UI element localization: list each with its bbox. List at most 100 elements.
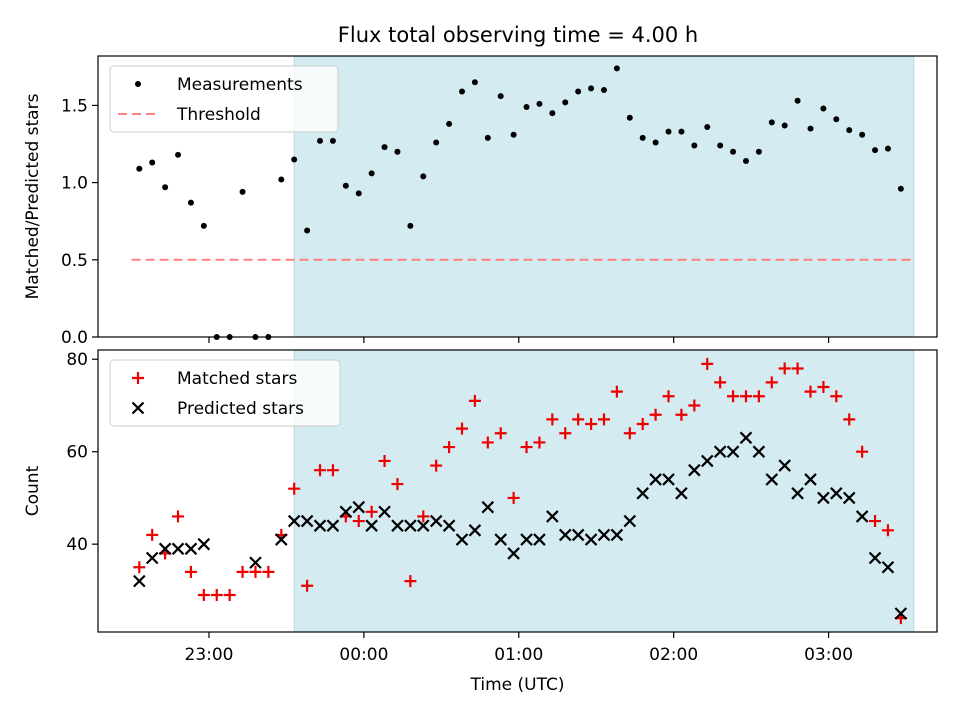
matched-star-point	[507, 491, 520, 504]
measurement-point	[897, 185, 904, 192]
x-tick-label: 01:00	[494, 645, 543, 665]
predicted-star-point	[584, 533, 598, 546]
legend-label: Threshold	[176, 105, 261, 125]
matched-star-point	[146, 528, 159, 541]
predicted-star-point	[429, 514, 443, 528]
predicted-star-point	[688, 463, 701, 477]
matched-star-point	[572, 413, 585, 426]
predicted-star-point	[778, 459, 791, 472]
matched-star-point	[314, 464, 327, 477]
matched-star-point	[288, 482, 301, 495]
matched-star-point	[326, 464, 339, 477]
measurement-point	[884, 145, 891, 152]
measurement-point	[613, 65, 620, 72]
matched-star-point	[778, 362, 791, 375]
measurement-point	[394, 148, 401, 155]
predicted-star-point	[249, 556, 262, 569]
matched-star-point	[869, 515, 882, 528]
matched-star-point	[391, 478, 404, 491]
predicted-star-point	[494, 533, 507, 546]
matched-star-point	[739, 390, 752, 403]
legend-box	[109, 359, 341, 427]
measurement-point	[458, 88, 465, 95]
matched-star-point	[765, 376, 778, 389]
predicted-star-point	[391, 519, 404, 532]
legend-marker-matched	[132, 372, 144, 384]
measurement-point	[149, 159, 156, 166]
predicted-star-point	[313, 519, 327, 532]
predicted-star-point	[352, 500, 366, 514]
observing-window	[293, 349, 915, 633]
measurement-point	[807, 125, 814, 132]
x-tick-label: 23:00	[185, 645, 234, 665]
matched-star-point	[752, 390, 765, 403]
ratio-panel: 0.0 0.5 1.0 1.5 Matched/Predicted stars Mea…	[23, 55, 938, 348]
legend-marker-predicted	[131, 401, 145, 415]
measurement-point	[652, 139, 659, 146]
count-x-ticks: 23:00 00:00 01:00 02:00 03:00	[185, 632, 853, 665]
ratio-panel-frame	[97, 55, 938, 338]
measurement-point	[768, 119, 775, 126]
matched-star-point	[727, 390, 740, 403]
predicted-star-point	[378, 505, 391, 519]
predicted-star-point	[507, 547, 520, 560]
predicted-star-point	[145, 551, 159, 565]
measurement-point	[717, 142, 724, 149]
predicted-star-point	[275, 533, 288, 546]
matched-star-point	[520, 441, 533, 454]
predicted-star-point	[287, 514, 301, 528]
matched-star-point	[430, 459, 443, 472]
measurement-point	[200, 222, 207, 229]
matched-star-point	[623, 427, 636, 440]
predicted-star-point	[868, 551, 882, 565]
measurement-point	[562, 99, 569, 106]
x-axis-label: Time (UTC)	[470, 675, 565, 695]
measurement-point	[859, 131, 866, 138]
observing-window-shade	[293, 55, 915, 338]
predicted-star-point	[765, 473, 779, 486]
matched-star-point	[133, 561, 146, 574]
matched-star-point	[585, 417, 598, 430]
predicted-star-point	[752, 445, 766, 458]
measurement-point	[317, 137, 324, 144]
predicted-star-point	[197, 537, 211, 551]
matched-star-point	[223, 589, 236, 602]
predicted-star-point	[791, 487, 804, 500]
matched-star-point	[533, 436, 546, 449]
measurement-point	[549, 110, 556, 117]
matched-star-point	[494, 427, 507, 440]
predicted-star-point	[184, 542, 198, 556]
predicted-star-point	[171, 542, 185, 556]
count-points	[133, 357, 908, 625]
measurement-point	[407, 222, 414, 229]
predicted-star-point	[158, 542, 172, 556]
predicted-star-point	[339, 505, 353, 519]
predicted-star-point	[713, 445, 727, 458]
matched-star-point	[714, 376, 727, 389]
legend-label: Matched stars	[177, 369, 297, 389]
matched-star-point	[443, 441, 456, 454]
measurement-point	[678, 128, 685, 135]
y-tick-label: 1.5	[61, 96, 88, 116]
measurement-point	[355, 190, 362, 197]
predicted-star-point	[597, 528, 611, 542]
count-panel: 40 60 80 23:00 00:00 01:00 02:00 03:00 Count T…	[23, 349, 938, 695]
measurement-point	[730, 148, 737, 155]
matched-star-point	[636, 417, 649, 430]
predicted-star-point	[571, 528, 585, 542]
y-tick-label: 1.0	[61, 174, 88, 194]
matched-star-point	[172, 510, 185, 523]
count-legend: Matched stars Predicted stars	[109, 359, 341, 427]
measurement-point	[329, 137, 336, 144]
y-tick-label: 40	[66, 535, 88, 555]
predicted-star-point	[365, 519, 378, 532]
predicted-star-point	[894, 607, 908, 620]
measurement-point	[187, 199, 194, 206]
predicted-star-point	[817, 491, 830, 505]
matched-star-point	[197, 589, 210, 602]
y-tick-label: 60	[66, 443, 88, 463]
predicted-star-point	[739, 431, 753, 445]
predicted-star-point	[533, 533, 546, 546]
matched-star-point	[301, 579, 314, 592]
x-tick-label: 02:00	[649, 645, 698, 665]
